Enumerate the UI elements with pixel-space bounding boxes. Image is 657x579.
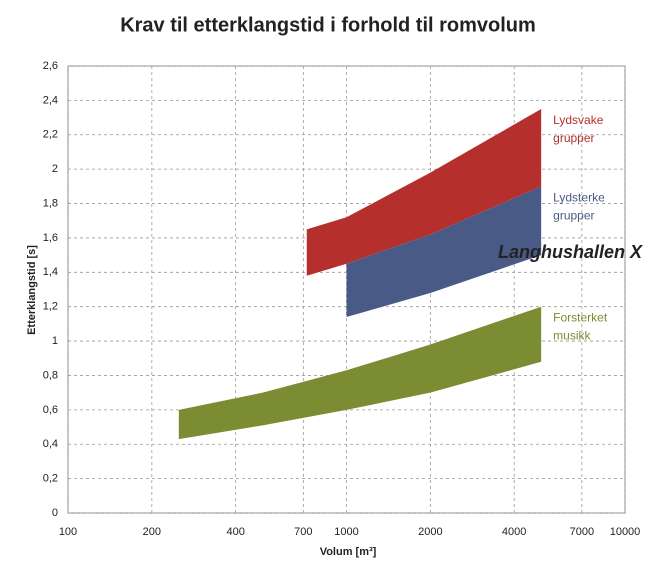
y-tick-label: 0,2 bbox=[43, 473, 58, 485]
x-tick-label: 200 bbox=[143, 526, 161, 538]
x-tick-label: 400 bbox=[226, 526, 244, 538]
band bbox=[346, 186, 542, 318]
x-axis-label: Volum [m³] bbox=[320, 546, 377, 558]
y-axis-label: Etterklangstid [s] bbox=[26, 245, 38, 335]
x-tick-label: 1000 bbox=[334, 526, 358, 538]
band bbox=[306, 108, 542, 276]
x-tick-label: 700 bbox=[294, 526, 312, 538]
x-tick-label: 7000 bbox=[570, 526, 594, 538]
y-tick-label: 1,4 bbox=[43, 266, 58, 278]
y-tick-label: 2,6 bbox=[43, 60, 58, 72]
y-tick-label: 0,4 bbox=[43, 438, 58, 450]
series-label: Lydsterke grupper bbox=[553, 191, 605, 223]
y-tick-label: 2,4 bbox=[43, 94, 58, 106]
y-tick-label: 0,6 bbox=[43, 404, 58, 416]
band bbox=[178, 306, 542, 440]
y-tick-label: 1,8 bbox=[43, 197, 58, 209]
y-tick-label: 1 bbox=[52, 335, 58, 347]
series-label: Forsterket musikk bbox=[553, 311, 608, 343]
x-tick-label: 2000 bbox=[418, 526, 442, 538]
y-tick-label: 0,8 bbox=[43, 369, 58, 381]
y-tick-label: 1,2 bbox=[43, 301, 58, 313]
x-tick-label: 100 bbox=[59, 526, 77, 538]
y-tick-label: 1,6 bbox=[43, 232, 58, 244]
annotation: Langhushallen X bbox=[498, 242, 643, 262]
x-tick-label: 10000 bbox=[610, 526, 641, 538]
chart-title: Krav til etterklangstid i forhold til ro… bbox=[120, 14, 536, 36]
x-tick-label: 4000 bbox=[502, 526, 526, 538]
y-tick-label: 2 bbox=[52, 163, 58, 175]
series-label: Lydsvake grupper bbox=[553, 113, 604, 145]
y-tick-label: 0 bbox=[52, 507, 58, 519]
y-tick-label: 2,2 bbox=[43, 129, 58, 141]
